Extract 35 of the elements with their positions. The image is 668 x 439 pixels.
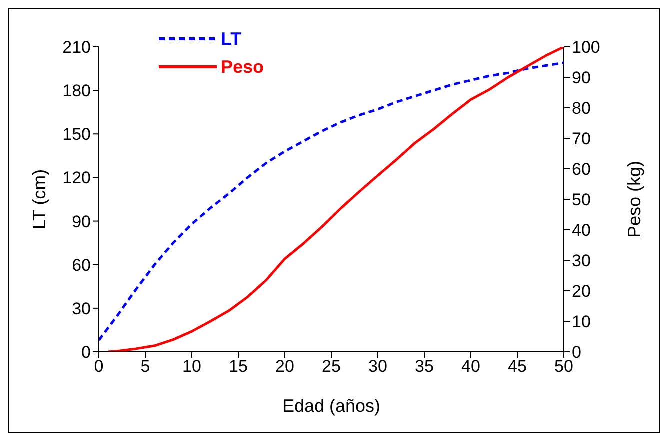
y2-tick-label: 40: [572, 221, 591, 240]
y2-tick-label: 100: [572, 38, 600, 58]
x-tick-label: 20: [276, 357, 294, 376]
x-tick-label: 30: [368, 357, 388, 376]
y2-axis-title: Peso (kg): [624, 160, 644, 238]
y2-tick-label: 0: [572, 343, 582, 362]
y2-tick-label: 10: [572, 312, 591, 332]
legend-label: LT: [221, 28, 242, 50]
y-tick-label: 120: [62, 168, 91, 188]
y-tick-label: 180: [62, 82, 91, 101]
x-tick-label: 10: [182, 357, 202, 376]
x-tick-label: 45: [508, 357, 527, 376]
y-tick-label: 150: [62, 125, 91, 144]
x-tick-label: 40: [462, 357, 480, 376]
y-tick-label: 60: [72, 256, 91, 275]
y2-tick-label: 30: [572, 252, 591, 271]
y2-tick-label: 50: [572, 190, 591, 210]
y2-tick-label: 90: [572, 68, 591, 88]
y2-tick-label: 60: [572, 160, 591, 180]
legend-label: Peso: [221, 56, 264, 78]
x-tick-label: 15: [229, 357, 248, 376]
x-axis-title: Edad (años): [282, 396, 381, 416]
x-tick-label: 5: [140, 357, 150, 376]
y2-tick-label: 70: [572, 130, 591, 149]
y-tick-label: 90: [72, 212, 91, 232]
y-tick-label: 210: [62, 38, 91, 58]
x-tick-label: 25: [322, 357, 341, 376]
x-tick-label: 35: [415, 357, 434, 376]
y-axis-title: LT (cm): [29, 169, 50, 230]
y2-tick-label: 80: [572, 99, 591, 118]
y2-tick-label: 20: [572, 282, 591, 302]
y-tick-label: 30: [72, 299, 91, 318]
x-tick-label: 0: [94, 357, 104, 376]
y-tick-label: 0: [82, 343, 91, 362]
x-tick-label: 50: [554, 357, 574, 376]
